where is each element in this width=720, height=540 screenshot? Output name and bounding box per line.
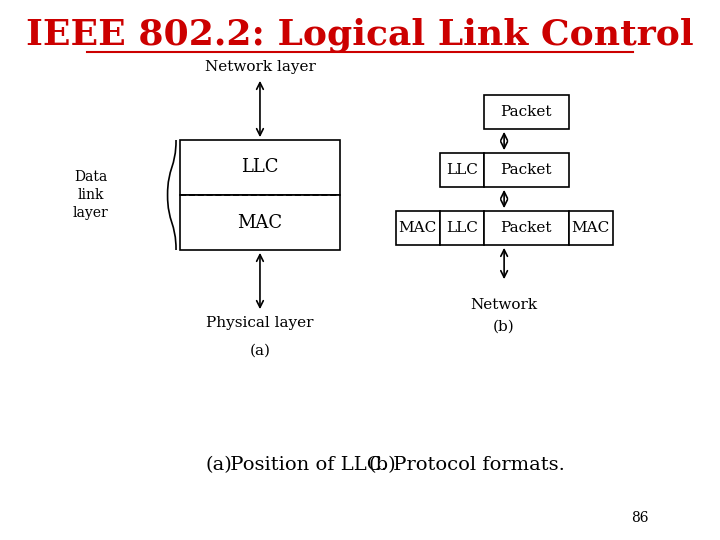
FancyBboxPatch shape <box>484 153 569 187</box>
Text: (b): (b) <box>369 456 396 474</box>
Text: (b): (b) <box>493 320 515 334</box>
FancyBboxPatch shape <box>180 140 340 195</box>
FancyBboxPatch shape <box>395 211 440 245</box>
Text: LLC: LLC <box>446 163 477 177</box>
Text: MAC: MAC <box>399 221 437 235</box>
Text: Protocol formats.: Protocol formats. <box>387 456 565 474</box>
Text: 86: 86 <box>631 511 648 525</box>
Text: (a): (a) <box>206 456 233 474</box>
Text: Data
link
layer: Data link layer <box>73 170 108 220</box>
FancyBboxPatch shape <box>484 211 569 245</box>
Text: LLC: LLC <box>241 159 279 177</box>
Text: (a): (a) <box>249 344 271 358</box>
Text: Packet: Packet <box>500 163 552 177</box>
Text: IEEE 802.2: Logical Link Control: IEEE 802.2: Logical Link Control <box>26 18 694 52</box>
Text: LLC: LLC <box>446 221 477 235</box>
Text: MAC: MAC <box>238 213 282 232</box>
FancyBboxPatch shape <box>484 95 569 129</box>
Text: Position of LLC.: Position of LLC. <box>225 456 394 474</box>
Text: Physical layer: Physical layer <box>206 316 314 330</box>
FancyBboxPatch shape <box>569 211 613 245</box>
FancyBboxPatch shape <box>440 211 484 245</box>
Text: MAC: MAC <box>572 221 610 235</box>
Text: Packet: Packet <box>500 105 552 119</box>
Text: Packet: Packet <box>500 221 552 235</box>
FancyBboxPatch shape <box>440 153 484 187</box>
FancyBboxPatch shape <box>180 195 340 250</box>
Text: Network: Network <box>471 298 538 312</box>
Text: Network layer: Network layer <box>204 60 315 74</box>
